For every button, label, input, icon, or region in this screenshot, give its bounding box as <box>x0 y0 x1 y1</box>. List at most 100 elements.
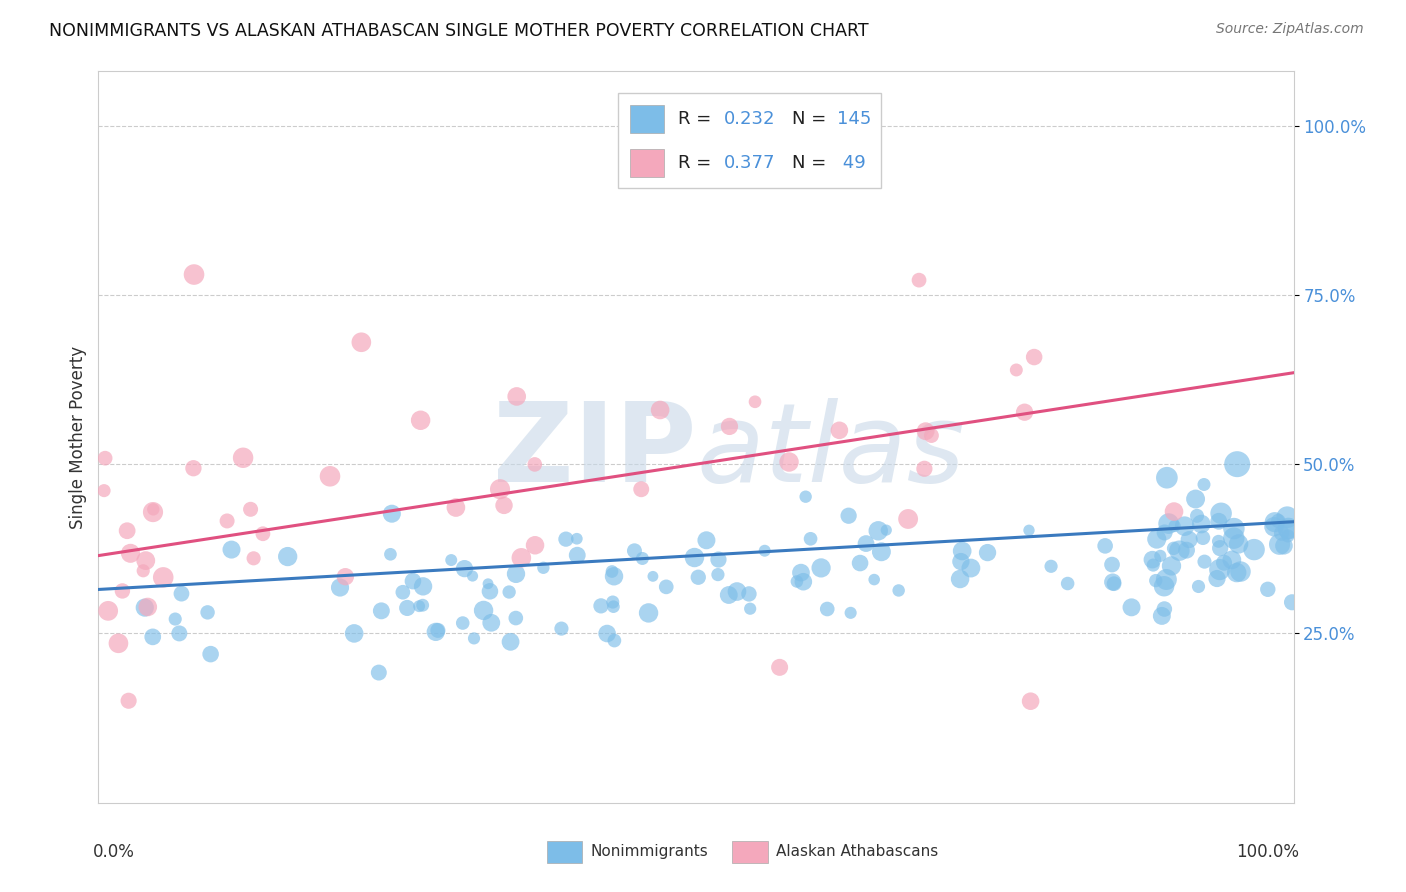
Point <box>960 561 983 575</box>
Point <box>461 569 484 583</box>
Point <box>396 601 419 615</box>
Point <box>786 574 808 589</box>
Point <box>1024 350 1046 364</box>
Point <box>506 389 529 403</box>
Point <box>453 561 475 575</box>
Point <box>655 580 678 594</box>
Point <box>875 523 897 537</box>
Point <box>1263 520 1285 534</box>
Point <box>870 545 893 559</box>
Text: 49: 49 <box>837 153 866 172</box>
Point <box>343 626 366 640</box>
Point <box>1121 600 1143 615</box>
Point <box>523 458 546 472</box>
Point <box>637 606 659 620</box>
Point <box>1277 523 1299 537</box>
Point <box>754 543 776 558</box>
Point <box>499 635 522 649</box>
Point <box>641 569 664 583</box>
Point <box>1192 531 1215 545</box>
Text: atlas: atlas <box>696 398 965 505</box>
Point <box>1149 549 1171 563</box>
Point <box>1174 519 1197 533</box>
Point <box>1101 575 1123 590</box>
Point <box>631 551 654 566</box>
Point <box>849 556 872 570</box>
Point <box>478 584 501 599</box>
Point <box>602 595 624 609</box>
Point <box>472 603 495 617</box>
Point <box>97 604 120 618</box>
Point <box>94 451 117 466</box>
Point <box>567 548 589 562</box>
Point <box>1005 363 1028 377</box>
Point <box>451 615 474 630</box>
Point <box>252 526 274 541</box>
Point <box>505 566 527 581</box>
Point <box>1272 539 1295 553</box>
Point <box>170 587 193 601</box>
Point <box>855 536 877 550</box>
Point <box>1243 542 1265 557</box>
Point <box>142 502 165 516</box>
Point <box>152 570 174 584</box>
Point <box>1142 552 1164 566</box>
Point <box>800 532 823 546</box>
FancyBboxPatch shape <box>630 149 664 177</box>
Point <box>135 553 157 567</box>
FancyBboxPatch shape <box>619 94 882 188</box>
Point <box>920 428 942 442</box>
Point <box>183 461 205 475</box>
Point <box>232 450 254 465</box>
Point <box>1156 573 1178 587</box>
Point <box>1102 576 1125 591</box>
Point <box>531 561 554 575</box>
Point <box>1194 555 1216 569</box>
Point <box>239 502 262 516</box>
Point <box>319 469 342 483</box>
Point <box>768 660 790 674</box>
Text: 145: 145 <box>837 110 872 128</box>
FancyBboxPatch shape <box>547 841 582 863</box>
Point <box>1208 534 1230 549</box>
Text: 100.0%: 100.0% <box>1236 843 1299 861</box>
Point <box>367 665 389 680</box>
Point <box>1157 516 1180 531</box>
Point <box>1267 514 1289 528</box>
Point <box>489 482 512 496</box>
Point <box>1153 525 1175 540</box>
Point <box>810 561 832 575</box>
Point <box>1229 565 1251 579</box>
Point <box>778 455 800 469</box>
Text: N =: N = <box>792 153 831 172</box>
Point <box>1101 558 1123 572</box>
Point <box>1277 529 1299 543</box>
Point <box>197 606 219 620</box>
Point <box>1168 543 1191 558</box>
Point <box>908 273 931 287</box>
Point <box>603 633 626 648</box>
Point <box>277 549 299 564</box>
Text: Nonimmigrants: Nonimmigrants <box>591 845 709 859</box>
Point <box>838 508 860 523</box>
Point <box>794 490 817 504</box>
Point <box>169 626 191 640</box>
Point <box>914 424 936 438</box>
Point <box>183 268 205 282</box>
Point <box>949 555 972 569</box>
Point <box>132 564 155 578</box>
Point <box>717 588 740 602</box>
Point <box>839 606 862 620</box>
Point <box>510 550 533 565</box>
Text: R =: R = <box>678 153 717 172</box>
Point <box>111 583 134 598</box>
Point <box>1257 582 1279 597</box>
Point <box>1209 563 1232 577</box>
Point <box>565 532 588 546</box>
Point <box>683 550 706 565</box>
Text: NONIMMIGRANTS VS ALASKAN ATHABASCAN SINGLE MOTHER POVERTY CORRELATION CHART: NONIMMIGRANTS VS ALASKAN ATHABASCAN SING… <box>49 22 869 40</box>
Point <box>165 612 187 626</box>
Text: ZIP: ZIP <box>492 398 696 505</box>
Point <box>1142 558 1164 573</box>
Point <box>863 573 886 587</box>
